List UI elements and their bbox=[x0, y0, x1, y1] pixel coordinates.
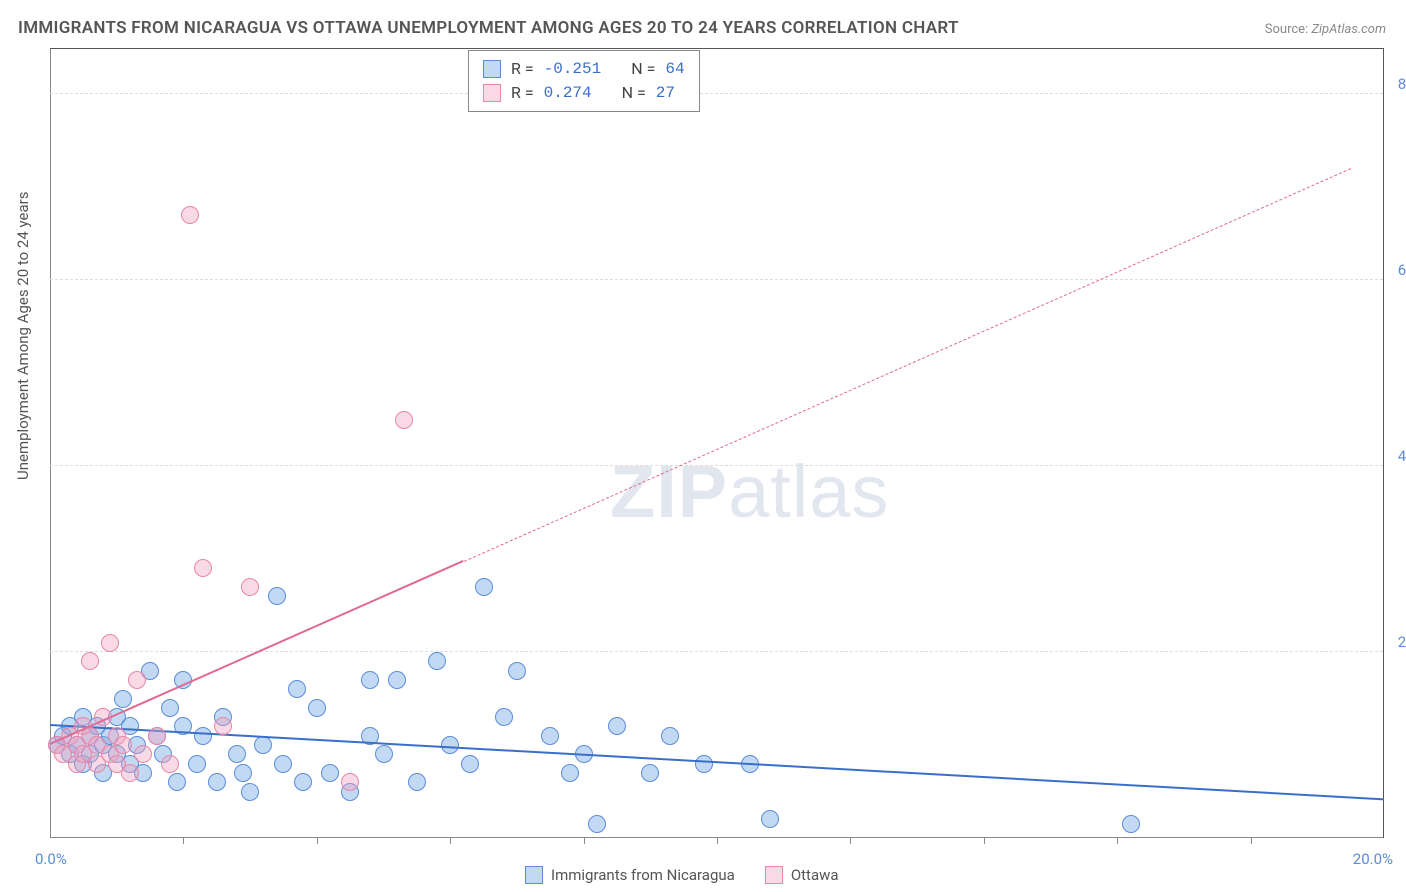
data-point bbox=[121, 764, 139, 782]
r-value: -0.251 bbox=[544, 57, 602, 81]
data-point bbox=[114, 736, 132, 754]
data-point bbox=[695, 755, 713, 773]
chart-container: IMMIGRANTS FROM NICARAGUA VS OTTAWA UNEM… bbox=[0, 0, 1406, 892]
x-tick bbox=[984, 838, 985, 844]
data-point bbox=[361, 671, 379, 689]
x-tick bbox=[1117, 838, 1118, 844]
stats-row: R = 0.274 N = 27 bbox=[483, 81, 685, 105]
x-tick bbox=[1251, 838, 1252, 844]
data-point bbox=[388, 671, 406, 689]
x-tick bbox=[584, 838, 585, 844]
data-point bbox=[194, 727, 212, 745]
data-point bbox=[208, 773, 226, 791]
n-value: 64 bbox=[665, 57, 684, 81]
data-point bbox=[268, 587, 286, 605]
y-axis-label: Unemployment Among Ages 20 to 24 years bbox=[14, 192, 32, 480]
legend-label: Ottawa bbox=[791, 866, 839, 884]
data-point bbox=[288, 680, 306, 698]
y-tick-label: 20.0% bbox=[1398, 633, 1406, 651]
data-point bbox=[761, 810, 779, 828]
x-tick bbox=[717, 838, 718, 844]
data-point bbox=[241, 783, 259, 801]
data-point bbox=[461, 755, 479, 773]
data-point bbox=[541, 727, 559, 745]
x-tick bbox=[450, 838, 451, 844]
trend-line-dashed bbox=[463, 168, 1351, 562]
data-point bbox=[561, 764, 579, 782]
data-point bbox=[508, 662, 526, 680]
x-tick bbox=[317, 838, 318, 844]
gridline bbox=[50, 279, 1383, 280]
y-tick-label: 40.0% bbox=[1398, 447, 1406, 465]
data-point bbox=[375, 745, 393, 763]
data-point bbox=[1122, 815, 1140, 833]
data-point bbox=[641, 764, 659, 782]
data-point bbox=[308, 699, 326, 717]
data-point bbox=[588, 815, 606, 833]
data-point bbox=[134, 745, 152, 763]
data-point bbox=[254, 736, 272, 754]
legend-item: Immigrants from Nicaragua bbox=[525, 866, 735, 884]
x-tick bbox=[850, 838, 851, 844]
n-value: 27 bbox=[656, 81, 675, 105]
data-point bbox=[241, 578, 259, 596]
source-label: Source: bbox=[1265, 22, 1308, 37]
data-point bbox=[194, 559, 212, 577]
data-point bbox=[181, 206, 199, 224]
gridline bbox=[50, 93, 1383, 94]
data-point bbox=[114, 690, 132, 708]
data-point bbox=[321, 764, 339, 782]
data-point bbox=[168, 773, 186, 791]
legend-label: Immigrants from Nicaragua bbox=[551, 866, 735, 884]
data-point bbox=[234, 764, 252, 782]
stats-row: R = -0.251 N = 64 bbox=[483, 57, 685, 81]
watermark-zip: ZIP bbox=[610, 450, 728, 533]
data-point bbox=[294, 773, 312, 791]
stats-box: R =-0.251N =64R =0.274N =27 bbox=[468, 50, 700, 112]
data-point bbox=[81, 652, 99, 670]
r-value: 0.274 bbox=[544, 81, 592, 105]
gridline bbox=[50, 651, 1383, 652]
data-point bbox=[188, 755, 206, 773]
y-tick-label: 80.0% bbox=[1398, 75, 1406, 93]
gridline bbox=[50, 465, 1383, 466]
data-point bbox=[428, 652, 446, 670]
data-point bbox=[274, 755, 292, 773]
watermark: ZIPatlas bbox=[610, 449, 889, 534]
legend-swatch bbox=[525, 866, 543, 884]
legend-swatch bbox=[483, 84, 501, 102]
legend-swatch bbox=[483, 60, 501, 78]
data-point bbox=[475, 578, 493, 596]
data-point bbox=[128, 671, 146, 689]
data-point bbox=[495, 708, 513, 726]
n-label: N = bbox=[631, 57, 655, 81]
chart-title: IMMIGRANTS FROM NICARAGUA VS OTTAWA UNEM… bbox=[18, 18, 959, 38]
x-max-label: 20.0% bbox=[1353, 850, 1393, 868]
data-point bbox=[214, 717, 232, 735]
source-value: ZipAtlas.com bbox=[1311, 22, 1386, 37]
y-tick-label: 60.0% bbox=[1398, 261, 1406, 279]
data-point bbox=[408, 773, 426, 791]
n-label: N = bbox=[622, 81, 646, 105]
data-point bbox=[161, 755, 179, 773]
data-point bbox=[661, 727, 679, 745]
data-point bbox=[395, 411, 413, 429]
data-point bbox=[101, 634, 119, 652]
data-point bbox=[608, 717, 626, 735]
watermark-atlas: atlas bbox=[728, 450, 889, 533]
data-point bbox=[228, 745, 246, 763]
x-min-label: 0.0% bbox=[35, 850, 67, 868]
legend: Immigrants from Nicaragua Ottawa bbox=[525, 866, 839, 884]
data-point bbox=[161, 699, 179, 717]
x-tick bbox=[183, 838, 184, 844]
r-label: R = bbox=[511, 57, 534, 81]
r-label: R = bbox=[511, 81, 534, 105]
data-point bbox=[148, 727, 166, 745]
legend-swatch bbox=[765, 866, 783, 884]
plot-area: 0.0% 20.0% ZIPatlas 20.0%40.0%60.0%80.0% bbox=[50, 48, 1384, 838]
data-point bbox=[341, 773, 359, 791]
source-credit: Source: ZipAtlas.com bbox=[1265, 22, 1386, 37]
y-axis-line bbox=[50, 49, 51, 838]
legend-item: Ottawa bbox=[765, 866, 839, 884]
